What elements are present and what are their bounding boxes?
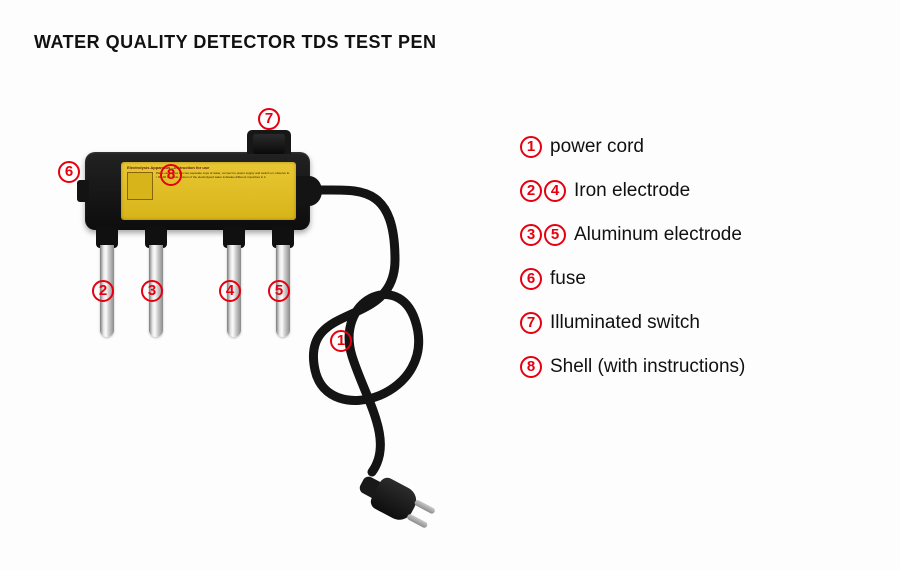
legend-nums: 35	[520, 224, 566, 246]
legend-label: Aluminum electrode	[574, 224, 742, 246]
switch-housing	[247, 130, 291, 154]
legend-num-4: 4	[544, 180, 566, 202]
legend: 1 power cord 24 Iron electrode 35 Aluminum el…	[520, 136, 860, 400]
instruction-label: Electrolysis Apparatus—Instruction for u…	[121, 162, 296, 220]
legend-nums: 1	[520, 136, 542, 158]
legend-item-4: 6 fuse	[520, 268, 860, 290]
diagram-stage: Electrolysis Apparatus—Instruction for u…	[0, 0, 900, 570]
legend-label: power cord	[550, 136, 644, 158]
callout-2: 2	[92, 280, 114, 302]
plug-prong-icon	[414, 499, 436, 515]
legend-nums: 7	[520, 312, 542, 334]
legend-num-1: 1	[520, 136, 542, 158]
callout-4: 4	[219, 280, 241, 302]
legend-num-3: 3	[520, 224, 542, 246]
callout-8: 8	[160, 164, 182, 186]
legend-num-2: 2	[520, 180, 542, 202]
callout-3: 3	[141, 280, 163, 302]
illuminated-switch[interactable]	[253, 134, 285, 154]
legend-item-1: 1 power cord	[520, 136, 860, 158]
callout-6: 6	[58, 161, 80, 183]
legend-nums: 8	[520, 356, 542, 378]
device-shell: Electrolysis Apparatus—Instruction for u…	[85, 152, 310, 230]
legend-item-6: 8 Shell (with instructions)	[520, 356, 860, 378]
legend-nums: 24	[520, 180, 566, 202]
plug-prong-icon	[406, 513, 428, 529]
callout-5: 5	[268, 280, 290, 302]
legend-item-2: 24 Iron electrode	[520, 180, 860, 202]
legend-label: Shell (with instructions)	[550, 356, 745, 378]
fuse-cap	[77, 180, 89, 202]
legend-item-3: 35 Aluminum electrode	[520, 224, 860, 246]
callout-1: 1	[330, 330, 352, 352]
legend-nums: 6	[520, 268, 542, 290]
legend-label: fuse	[550, 268, 586, 290]
callout-7: 7	[258, 108, 280, 130]
legend-num-7: 7	[520, 312, 542, 334]
legend-num-5: 5	[544, 224, 566, 246]
label-schematic-icon	[127, 172, 153, 200]
legend-label: Illuminated switch	[550, 312, 700, 334]
cord-strain-relief	[296, 176, 322, 206]
power-plug	[365, 470, 440, 539]
label-header: Electrolysis Apparatus—Instruction for u…	[127, 166, 290, 170]
legend-num-6: 6	[520, 268, 542, 290]
legend-item-5: 7 Illuminated switch	[520, 312, 860, 334]
legend-label: Iron electrode	[574, 180, 690, 202]
legend-num-8: 8	[520, 356, 542, 378]
